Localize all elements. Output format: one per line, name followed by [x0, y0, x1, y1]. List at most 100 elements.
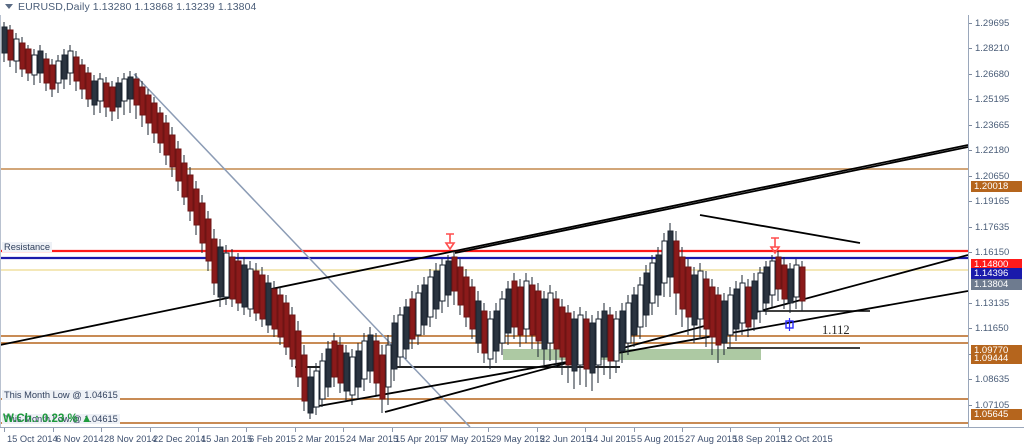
price-tick: 1.19165: [969, 196, 1024, 207]
symbol-ohlc-label: EURUSD,Daily 1.13280 1.13868 1.13239 1.1…: [18, 1, 257, 13]
date-tick-label: 24 Mar 2015: [346, 434, 399, 444]
tick-mark: [969, 150, 972, 151]
price-tick: 1.25195: [969, 94, 1024, 105]
price-tick: 1.08635: [969, 374, 1024, 385]
tick-mark: [969, 354, 972, 355]
price-tick-label: 1.22180: [975, 145, 1010, 156]
price-tick: 1.13135: [969, 298, 1024, 309]
tick-mark: [969, 74, 972, 75]
month-low-label-2: This Month Low @ 1.04615: [2, 414, 120, 424]
price-level-badge[interactable]: 1.13804: [971, 279, 1022, 290]
tick-mark: [969, 176, 972, 177]
chart-plot-area[interactable]: Resistance This Month Low @ 1.04615 This…: [0, 15, 968, 427]
price-tick-label: 1.25195: [975, 94, 1010, 105]
price-level-badge[interactable]: 1.09444: [971, 353, 1022, 364]
date-tick-mark: [53, 428, 54, 432]
chart-canvas: [0, 22, 968, 427]
price-level-badge[interactable]: 1.14396: [971, 268, 1022, 279]
price-tick-label: 1.19165: [975, 196, 1010, 207]
rising-channel-lower: [312, 290, 968, 408]
rising-channel-upper: [454, 146, 968, 254]
price-tick: 1.20650: [969, 171, 1024, 182]
date-tick-mark: [198, 428, 199, 432]
date-tick-mark: [246, 428, 247, 432]
date-tick-label: 22 Jun 2015: [540, 434, 592, 444]
price-level-badge[interactable]: 1.05645: [971, 409, 1022, 420]
price-tick-label: 1.13135: [975, 298, 1010, 309]
green-supply-zone: [503, 349, 761, 360]
price-tick: 1.28210: [969, 43, 1024, 54]
chevron-down-icon[interactable]: [5, 4, 13, 9]
candlestick-series: [1, 22, 806, 419]
price-tick: 1.26680: [969, 69, 1024, 80]
price-tick: 1.29695: [969, 18, 1024, 29]
tick-mark: [969, 125, 972, 126]
price-tick-label: 1.08635: [975, 374, 1010, 385]
tick-mark: [969, 48, 972, 49]
time-axis-line: [0, 427, 1024, 428]
date-tick-label: 7 May 2015: [443, 434, 492, 444]
date-tick-mark: [537, 428, 538, 432]
price-tick: 1.22180: [969, 145, 1024, 156]
weekly-change-label: W.Ch.: 0.23 % ▲: [3, 413, 93, 425]
price-tick: 1.17635: [969, 222, 1024, 233]
date-tick-label: 29 May 2015: [491, 434, 545, 444]
date-tick-label: 6 Feb 2015: [249, 434, 297, 444]
target-point-marker[interactable]: [785, 318, 794, 331]
price-axis-line: [968, 15, 969, 427]
date-tick-label: 2 Mar 2015: [298, 434, 346, 444]
date-tick-label: 15 Apr 2015: [395, 434, 446, 444]
tick-mark: [969, 201, 972, 202]
date-tick-label: 12 Oct 2015: [782, 434, 833, 444]
tick-mark: [969, 99, 972, 100]
date-tick-mark: [150, 428, 151, 432]
chart-left-border: [0, 15, 1, 427]
price-tick-label: 1.26680: [975, 69, 1010, 80]
date-tick-mark: [779, 428, 780, 432]
date-tick-label: 15 Jan 2015: [201, 434, 253, 444]
price-tick-label: 1.11650: [975, 323, 1009, 334]
price-tick: 1.11650: [969, 323, 1024, 334]
wedge-lower: [384, 254, 968, 413]
chart-header: EURUSD,Daily 1.13280 1.13868 1.13239 1.1…: [0, 0, 1024, 15]
target-price-label: 1.112: [822, 323, 850, 337]
date-tick-label: 18 Sep 2015: [733, 434, 786, 444]
date-tick-label: 5 Aug 2015: [637, 434, 685, 444]
resistance-label: Resistance: [2, 242, 52, 252]
price-scale[interactable]: 1.29695 1.28210 1.26680 1.25195 1.23665 1.221…: [969, 15, 1024, 444]
date-tick-label: 6 Nov 2014: [56, 434, 104, 444]
price-level-badge[interactable]: 1.20018: [971, 181, 1022, 192]
month-low-label-1: This Month Low @ 1.04615: [2, 390, 120, 400]
tick-mark: [969, 405, 972, 406]
price-tick-label: 1.20650: [975, 171, 1010, 182]
price-tick-label: 1.17635: [975, 222, 1010, 233]
date-tick-mark: [4, 428, 5, 432]
price-tick: 1.23665: [969, 120, 1024, 131]
date-tick-label: 14 Jul 2015: [588, 434, 637, 444]
date-tick-mark: [682, 428, 683, 432]
date-tick-mark: [295, 428, 296, 432]
date-tick-label: 27 Aug 2015: [685, 434, 738, 444]
tick-mark: [969, 252, 972, 253]
sell-arrow-down-icon-1[interactable]: [444, 233, 456, 251]
date-scale[interactable]: 15 Oct 2014 6 Nov 2014 28 Nov 2014 22 Dec 2…: [0, 428, 1024, 447]
price-tick-label: 1.28210: [975, 43, 1010, 54]
date-tick-mark: [392, 428, 393, 432]
price-tick: 1.07105: [969, 400, 1024, 411]
major-downtrend-gray: [133, 73, 471, 427]
price-level-badge[interactable]: 1.09770: [971, 345, 1022, 356]
price-tick-label: 1.23665: [975, 120, 1010, 131]
price-tick-label: 1.07105: [975, 400, 1010, 411]
tick-mark: [969, 379, 972, 380]
date-tick-mark: [440, 428, 441, 432]
sell-arrow-down-icon-2[interactable]: [769, 237, 781, 255]
wedge-recent-upper: [699, 214, 861, 244]
price-tick-label: 1.29695: [975, 18, 1010, 29]
tick-mark: [969, 303, 972, 304]
price-level-badge[interactable]: 1.14800: [971, 259, 1022, 270]
rising-support-long: [0, 144, 968, 346]
date-tick-mark: [101, 428, 102, 432]
date-tick-mark: [343, 428, 344, 432]
date-tick-label: 28 Nov 2014: [104, 434, 157, 444]
